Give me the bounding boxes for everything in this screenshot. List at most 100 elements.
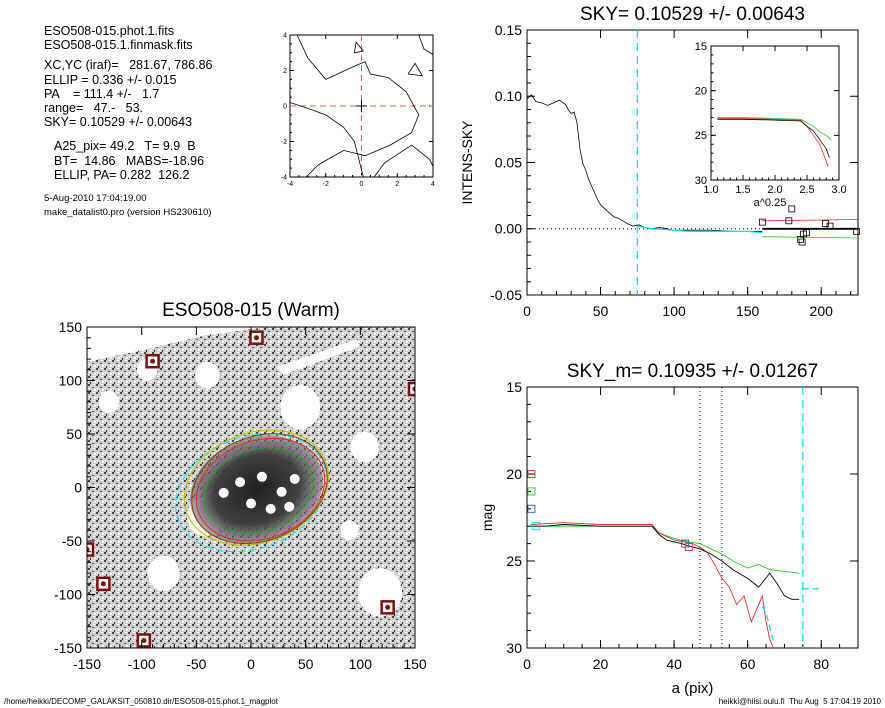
sky-point-4 bbox=[798, 238, 806, 246]
mag-square-5 bbox=[684, 543, 693, 552]
image-hole-8 bbox=[340, 520, 359, 541]
image-hole-6 bbox=[195, 361, 220, 389]
inset-xtick-label-2: 2.0 bbox=[767, 184, 782, 196]
inset-line-black bbox=[717, 118, 830, 158]
image-hole-1 bbox=[147, 555, 180, 591]
masked-source-dot-1 bbox=[150, 358, 156, 364]
sky-fit-red bbox=[762, 219, 859, 222]
image-ytick-label-1: -100 bbox=[54, 586, 82, 602]
contour-line-3 bbox=[418, 34, 434, 55]
inset-xtick-label-4: 3.0 bbox=[831, 184, 846, 196]
mag-xlabel: a (pix) bbox=[672, 680, 714, 697]
mag-ytick-label-0: 15 bbox=[506, 379, 522, 395]
image-blank-top bbox=[87, 327, 267, 362]
mag-ylabel: mag bbox=[479, 504, 495, 531]
image-blank-streak bbox=[277, 339, 359, 375]
mag-line-green bbox=[530, 525, 800, 574]
masked-source-marker-3 bbox=[87, 542, 95, 557]
sky-fit-green bbox=[762, 236, 859, 239]
contour-line-5 bbox=[407, 62, 424, 77]
sky-cyan-line bbox=[637, 225, 763, 234]
sky-xtick-label-4: 200 bbox=[810, 303, 834, 319]
contour-xtick-label-0: -4 bbox=[287, 181, 293, 188]
param-line-2: ELLIP = 0.336 +/- 0.015 bbox=[44, 72, 177, 87]
file-line-1: ESO508-015.phot.1.fits bbox=[44, 24, 174, 38]
result-line-3: ELLIP, PA= 0.282 126.2 bbox=[54, 167, 190, 182]
isophote-ellipse-3 bbox=[195, 437, 326, 542]
masked-source-dot-6 bbox=[141, 638, 147, 644]
inset-line-green bbox=[717, 117, 832, 141]
masked-source-dot-0 bbox=[253, 335, 259, 341]
sky-xtick-label-0: 0 bbox=[523, 303, 531, 319]
sky-ytick-label-3: 0.10 bbox=[495, 88, 522, 104]
param-line-3: PA = 111.4 +/- 1.7 bbox=[44, 86, 160, 101]
inset-frame bbox=[710, 45, 840, 181]
inset-ytick-label-3: 30 bbox=[695, 175, 707, 187]
masked-star-2 bbox=[246, 498, 256, 509]
mag-ytick-label-1: 20 bbox=[506, 466, 522, 482]
galaxy-body bbox=[190, 435, 323, 544]
contour-ytick-label-0: -4 bbox=[281, 174, 287, 181]
sky-point-0 bbox=[758, 218, 766, 226]
sky-ylabel: INTENS-SKY bbox=[459, 120, 475, 205]
program-line: make_datalist0.pro (version HS230610) bbox=[44, 207, 212, 219]
contour-line-2 bbox=[373, 144, 434, 178]
image-hole-7 bbox=[98, 390, 119, 413]
mag-line-cyan-a bbox=[761, 605, 775, 642]
inset-xtick-label-0: 1.0 bbox=[703, 184, 718, 196]
sky-ytick-label-1: 0.00 bbox=[495, 221, 522, 237]
contour-ytick-label-3: 2 bbox=[283, 68, 287, 75]
sky-xtick-label-3: 150 bbox=[736, 303, 760, 319]
contour-xtick-label-2: 0 bbox=[360, 181, 364, 188]
param-line-4: range= 47.- 53. bbox=[44, 101, 144, 116]
inset-ytick-label-2: 25 bbox=[695, 130, 707, 142]
image-ytick-label-6: 150 bbox=[59, 319, 83, 335]
image-hole-3 bbox=[350, 431, 379, 463]
contour-line-4 bbox=[354, 41, 365, 54]
inset-ytick-label-0: 15 bbox=[695, 41, 707, 53]
image-ytick-label-4: 50 bbox=[66, 426, 82, 442]
mag-square-1 bbox=[527, 487, 536, 496]
mag-xtick-label-3: 60 bbox=[740, 656, 756, 672]
inset-xtick-label-3: 2.5 bbox=[799, 184, 814, 196]
isophote-ellipse-5 bbox=[203, 447, 314, 535]
mag-line-black bbox=[530, 524, 800, 600]
sky-point-1 bbox=[785, 217, 793, 225]
masked-star-4 bbox=[289, 473, 300, 484]
masked-source-dot-2 bbox=[412, 386, 415, 392]
param-line-1: XC,YC (iraf)= 281.67, 786.86 bbox=[44, 58, 213, 73]
result-line-2: BT= 14.86 MABS=-18.96 bbox=[54, 153, 205, 168]
sky-point-8 bbox=[826, 222, 834, 230]
image-xtick-label-3: 0 bbox=[247, 656, 255, 672]
mag-xtick-label-4: 80 bbox=[813, 656, 829, 672]
date-line: 5-Aug-2010 17:04:19.00 bbox=[44, 193, 147, 205]
param-line-5: SKY= 0.10529 +/- 0.00643 bbox=[44, 115, 193, 130]
mag-ytick-label-2: 25 bbox=[506, 553, 522, 569]
image-xtick-label-2: -50 bbox=[186, 656, 206, 672]
image-xtick-label-1: -100 bbox=[128, 656, 156, 672]
image-xtick-label-0: -150 bbox=[73, 656, 101, 672]
masked-source-dot-3 bbox=[87, 547, 90, 553]
image-hole-4 bbox=[358, 568, 403, 617]
sky-profile-line bbox=[526, 94, 763, 232]
masked-star-7 bbox=[284, 501, 295, 512]
mag-square-0 bbox=[527, 470, 536, 478]
sky-point-9 bbox=[853, 227, 860, 235]
inset-ytick-label-1: 20 bbox=[695, 86, 707, 98]
image-xtick-label-4: 50 bbox=[298, 656, 314, 672]
masked-star-6 bbox=[235, 477, 246, 488]
contour-ytick-label-4: 4 bbox=[283, 32, 287, 39]
sky-point-6 bbox=[803, 229, 810, 237]
image-ytick-label-0: -150 bbox=[54, 640, 82, 656]
mag-xtick-label-0: 0 bbox=[523, 656, 531, 672]
masked-star-3 bbox=[218, 487, 229, 498]
image-xtick-label-5: 100 bbox=[349, 656, 373, 672]
masked-star-1 bbox=[276, 486, 287, 497]
contour-xtick-label-3: 2 bbox=[395, 181, 399, 188]
masked-source-dot-4 bbox=[100, 581, 106, 587]
sky-title: SKY= 0.10529 +/- 0.00643 bbox=[580, 4, 805, 25]
image-title: ESO508-015 (Warm) bbox=[162, 300, 340, 321]
sky-ytick-label-4: 0.15 bbox=[495, 22, 522, 38]
sky-xtick-label-2: 100 bbox=[662, 303, 686, 319]
